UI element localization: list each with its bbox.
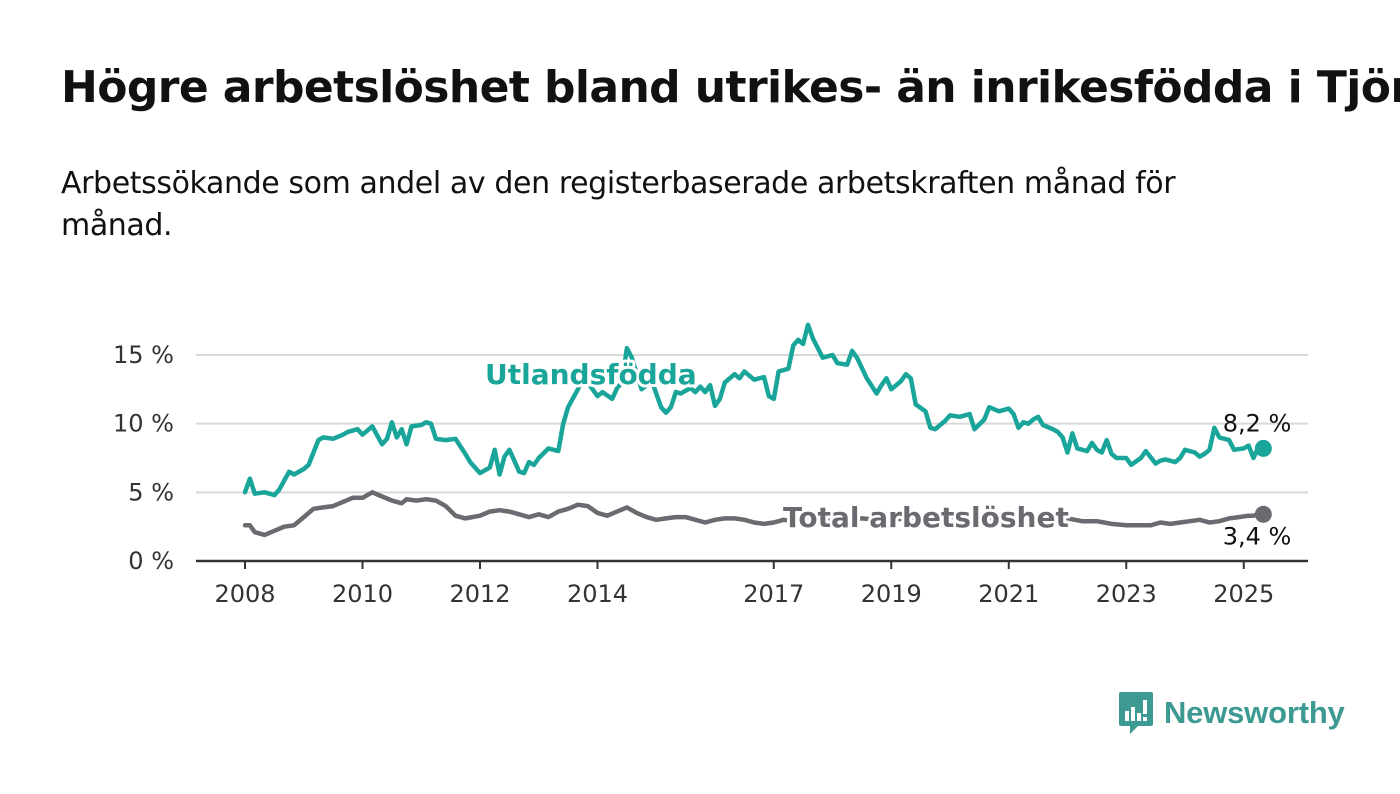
brand-name: Newsworthy <box>1164 695 1345 730</box>
x-tick-label: 2010 <box>332 580 393 608</box>
end-value-total: 3,4 % <box>1223 522 1292 550</box>
x-axis-ticks: 2008 2010 2012 2014 2017 2019 2021 2023 2025 <box>214 561 1274 608</box>
x-tick-label: 2014 <box>567 580 628 608</box>
y-axis-ticks: 0 % 5 % 10 % 15 % <box>113 341 174 575</box>
chart-title: Högre arbetslöshet bland utrikes- än inr… <box>61 62 1400 113</box>
gridlines <box>196 354 1308 563</box>
chart-subtitle: Arbetssökande som andel av den registerb… <box>61 166 1176 243</box>
x-tick-label: 2008 <box>214 580 275 608</box>
series-line-utlandsfodda <box>242 322 1266 498</box>
y-tick-label: 10 % <box>113 410 174 438</box>
end-value-utlandsfodda: 8,2 % <box>1223 409 1292 437</box>
series-labels: Utlandsfödda Total arbetslöshet 8,2 % 3,4 % <box>482 355 1292 550</box>
series-label-total: Total arbetslöshet <box>783 501 1069 534</box>
x-tick-label: 2017 <box>743 580 804 608</box>
y-tick-label: 15 % <box>113 341 174 369</box>
newsworthy-logo[interactable]: Newsworthy <box>1118 688 1345 738</box>
x-tick-label: 2025 <box>1213 580 1274 608</box>
x-tick-label: 2023 <box>1096 580 1157 608</box>
end-point-total <box>1254 505 1272 523</box>
x-tick-label: 2019 <box>861 580 922 608</box>
series-line-total <box>242 490 1266 538</box>
x-tick-label: 2021 <box>978 580 1039 608</box>
y-tick-label: 5 % <box>128 478 174 506</box>
series-label-utlandsfodda: Utlandsfödda <box>485 358 697 391</box>
y-tick-label: 0 % <box>128 547 174 575</box>
bar-chart-speech-bubble-icon <box>1119 692 1153 734</box>
series-lines <box>242 322 1272 538</box>
x-tick-label: 2012 <box>449 580 510 608</box>
end-point-utlandsfodda <box>1254 439 1272 457</box>
